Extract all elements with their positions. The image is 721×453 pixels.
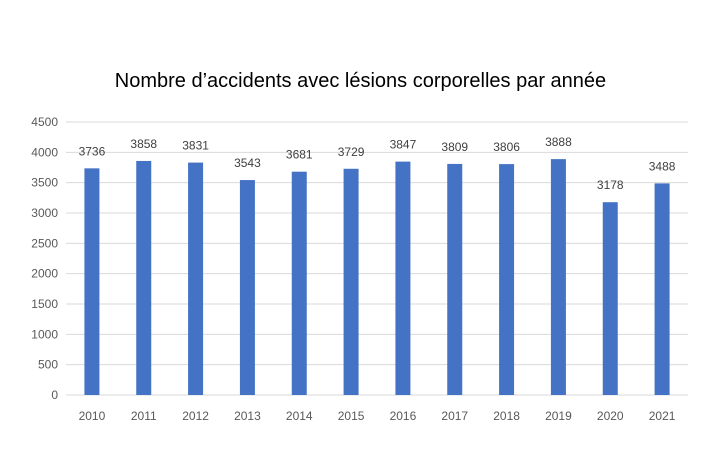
data-label: 3806 xyxy=(493,140,520,154)
bar-2019 xyxy=(550,159,566,395)
data-label: 3178 xyxy=(597,178,624,192)
y-tick-label: 2500 xyxy=(31,236,58,250)
x-tick-label: 2021 xyxy=(649,409,676,423)
data-label: 3847 xyxy=(390,138,417,152)
data-label: 3729 xyxy=(338,145,365,159)
data-label: 3831 xyxy=(182,139,209,153)
x-tick-label: 2020 xyxy=(597,409,624,423)
bar-2020 xyxy=(602,202,618,395)
y-tick-label: 4000 xyxy=(31,145,58,159)
chart-title: Nombre d’accidents avec lésions corporel… xyxy=(114,70,607,92)
data-labels: 3736 3858 3831 3543 3681 3729 3847 3809 3806 3888… xyxy=(79,135,676,192)
y-tick-label: 3000 xyxy=(31,206,58,220)
data-label: 3809 xyxy=(441,140,468,154)
x-tick-label: 2014 xyxy=(286,409,313,423)
x-tick-label: 2013 xyxy=(234,409,261,423)
x-tick-label: 2017 xyxy=(441,409,468,423)
bar-2012 xyxy=(188,162,204,395)
bar-2011 xyxy=(136,160,152,395)
y-tick-label: 0 xyxy=(51,388,58,402)
data-label: 3543 xyxy=(234,156,261,170)
bar-2014 xyxy=(291,171,307,395)
data-label: 3681 xyxy=(286,148,313,162)
bar-2017 xyxy=(447,163,463,395)
x-axis-ticks: 2010 2011 2012 2013 2014 2015 2016 2017 2018 2019… xyxy=(79,409,676,423)
y-tick-label: 1500 xyxy=(31,297,58,311)
y-tick-label: 4500 xyxy=(31,115,58,129)
bars xyxy=(84,159,670,395)
x-tick-label: 2018 xyxy=(493,409,520,423)
y-tick-label: 2000 xyxy=(31,267,58,281)
bar-2015 xyxy=(343,168,359,395)
data-label: 3858 xyxy=(130,137,157,151)
data-label: 3736 xyxy=(79,144,106,158)
gridlines xyxy=(66,121,688,396)
bar-2021 xyxy=(654,183,670,395)
x-tick-label: 2011 xyxy=(131,409,157,423)
x-tick-label: 2019 xyxy=(545,409,572,423)
bar-2018 xyxy=(499,164,515,395)
x-tick-label: 2012 xyxy=(182,409,209,423)
x-tick-label: 2015 xyxy=(338,409,365,423)
bar-2016 xyxy=(395,161,411,395)
bar-2013 xyxy=(239,180,255,395)
data-label: 3488 xyxy=(649,159,676,173)
x-tick-label: 2010 xyxy=(79,409,106,423)
data-label: 3888 xyxy=(545,135,572,149)
y-tick-label: 1000 xyxy=(31,327,58,341)
x-tick-label: 2016 xyxy=(390,409,417,423)
bar-2010 xyxy=(84,168,100,395)
y-tick-label: 500 xyxy=(38,358,58,372)
y-tick-label: 3500 xyxy=(31,176,58,190)
y-axis-ticks: 0 500 1000 1500 2000 2500 3000 3500 4000 4500 xyxy=(31,115,58,402)
